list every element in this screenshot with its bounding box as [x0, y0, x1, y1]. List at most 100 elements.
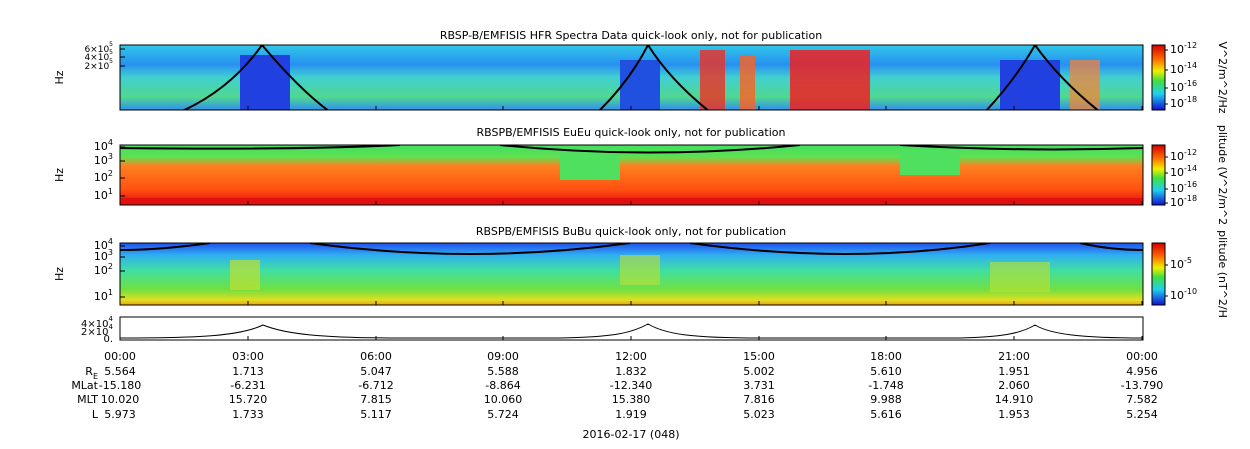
ephemeris-value: 10.060 — [484, 393, 523, 406]
row-label: RE — [85, 365, 98, 381]
row-label-base: MLT — [77, 393, 98, 406]
tick-label: 103 — [94, 248, 113, 264]
tick-base: 10 — [94, 154, 108, 167]
row-label: L — [92, 408, 99, 421]
time-label: 15:00 — [743, 350, 775, 363]
tick-exponent: -16 — [1184, 79, 1197, 88]
ephemeris-value: -15.180 — [99, 379, 141, 392]
colorbar-label: plitude (nT^2/H — [1216, 230, 1229, 318]
date-label: 2016-02-17 (048) — [582, 428, 679, 441]
tick-label: 4×105 — [84, 49, 113, 63]
ephemeris-value: -8.864 — [485, 379, 520, 392]
panel-title: RBSPB/EMFISIS BuBu quick-look only, not … — [476, 225, 786, 238]
ephemeris-value: 4.956 — [1126, 365, 1158, 378]
tick-label: 10-5 — [1170, 256, 1192, 272]
ephemeris-value: 5.616 — [870, 408, 902, 421]
tick-mantissa: 2× — [81, 327, 96, 338]
tick-label: 10-16 — [1170, 180, 1197, 196]
ephemeris-value: 9.988 — [870, 393, 902, 406]
tick-label: 101 — [94, 187, 113, 203]
tick-exponent: -12 — [1184, 148, 1197, 157]
tick-base: 10 — [94, 239, 108, 252]
ephemeris-value: 5.973 — [104, 408, 136, 421]
tick-label: 0. — [103, 334, 113, 345]
tick-exponent: 4 — [108, 237, 113, 246]
tick-base: 10 — [94, 171, 108, 184]
row-label: MLat — [71, 379, 98, 392]
colorbar — [1151, 44, 1166, 111]
y-axis-label: Hz — [53, 70, 66, 84]
ephemeris-value: 5.564 — [104, 365, 136, 378]
ephemeris-value: 5.047 — [360, 365, 392, 378]
tick-base: 10 — [94, 290, 108, 303]
tick-base: 10 — [1170, 63, 1184, 76]
tick-label: 104 — [94, 237, 113, 253]
tick-label: 10-12 — [1170, 41, 1197, 57]
tick-exponent: -18 — [1184, 95, 1197, 104]
tick-label: 10-12 — [1170, 148, 1197, 164]
tick-label: 10-18 — [1170, 194, 1197, 210]
tick-mantissa: 4× — [81, 319, 96, 330]
tick-exponent: 4 — [108, 138, 113, 147]
tick-base: 10 — [1170, 150, 1184, 163]
tick-exponent: 5 — [109, 41, 113, 48]
y-axis-label: Hz — [53, 267, 66, 281]
tick-base: 10 — [94, 140, 108, 153]
tick-label: 103 — [94, 152, 113, 168]
colorbar-label: plitude (V^2/m^2 — [1216, 125, 1229, 225]
ephemeris-value: -12.340 — [610, 379, 652, 392]
time-label: 00:00 — [1126, 350, 1158, 363]
tick-mantissa: 6× — [84, 45, 97, 55]
ephemeris-value: 1.951 — [998, 365, 1030, 378]
tick-exponent: 1 — [108, 187, 113, 196]
tick-mantissa: 4× — [84, 53, 97, 63]
tick-base: 10 — [96, 327, 109, 338]
tick-base: 10 — [94, 264, 108, 277]
time-label: 00:00 — [104, 350, 136, 363]
tick-label: 10-14 — [1170, 61, 1197, 77]
time-label: 21:00 — [998, 350, 1030, 363]
ephemeris-value: 5.002 — [743, 365, 775, 378]
row-label: MLT — [77, 393, 98, 406]
tick-base: 10 — [98, 62, 110, 72]
ephemeris-value: 1.953 — [998, 408, 1030, 421]
tick-exponent: 4 — [109, 323, 114, 331]
tick-exponent: -10 — [1184, 287, 1197, 296]
time-label: 12:00 — [615, 350, 647, 363]
tick-base: 10 — [94, 250, 108, 263]
tick-exponent: 4 — [109, 315, 114, 323]
tick-exponent: 3 — [108, 248, 113, 257]
tick-label: 102 — [94, 169, 113, 185]
time-label: 18:00 — [870, 350, 902, 363]
row-label-base: MLat — [71, 379, 98, 392]
ephemeris-value: 14.910 — [995, 393, 1034, 406]
tick-mantissa: 2× — [84, 62, 97, 72]
tick-label: 10-18 — [1170, 95, 1197, 111]
ephemeris-value: 1.713 — [232, 365, 264, 378]
tick-base: 10 — [1170, 258, 1184, 271]
spectrogram-1 — [120, 45, 1143, 110]
ephemeris-value: 5.117 — [360, 408, 392, 421]
tick-label: 4×104 — [81, 315, 113, 330]
tick-base: 10 — [1170, 289, 1184, 302]
ephemeris-value: -13.790 — [1121, 379, 1163, 392]
tick-exponent: -18 — [1184, 194, 1197, 203]
tick-exponent: 5 — [109, 49, 113, 56]
tick-label: 10-10 — [1170, 287, 1197, 303]
colorbar-label: V^2/m^2/Hz — [1216, 41, 1229, 113]
tick-exponent: 3 — [108, 152, 113, 161]
tick-label: 10-14 — [1170, 164, 1197, 180]
tick-base: 10 — [98, 45, 110, 55]
ephemeris-value: 1.733 — [232, 408, 264, 421]
tick-label: 104 — [94, 138, 113, 154]
row-label-sub: E — [93, 372, 98, 381]
spectrogram-3 — [120, 243, 1143, 305]
row-label-base: L — [92, 408, 99, 421]
ephemeris-value: 1.919 — [615, 408, 647, 421]
tick-exponent: 2 — [108, 169, 113, 178]
time-label: 06:00 — [360, 350, 392, 363]
tick-exponent: -14 — [1184, 61, 1197, 70]
colorbar — [1151, 144, 1166, 206]
tick-exponent: -12 — [1184, 41, 1197, 50]
